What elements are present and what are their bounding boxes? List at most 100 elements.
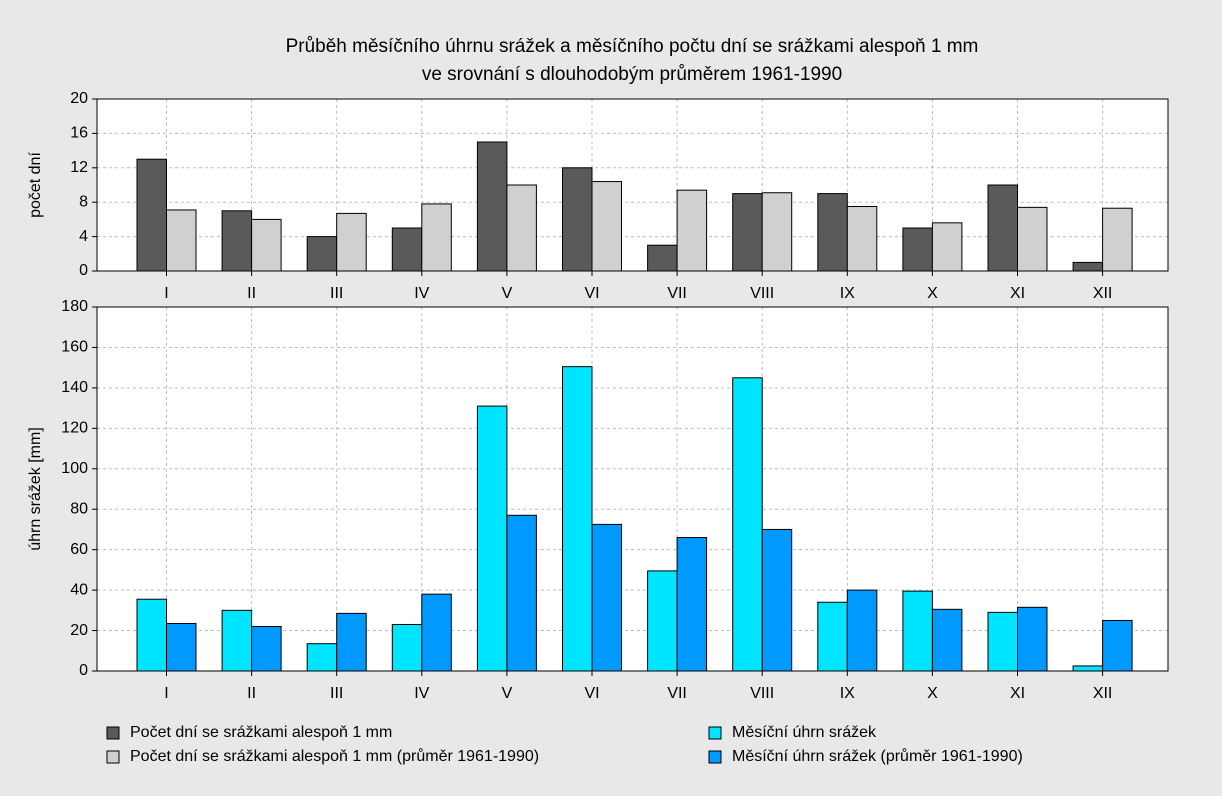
y-tick-label: 12: [70, 159, 88, 176]
plot-frame: [96, 306, 1169, 672]
bar: [391, 623, 423, 672]
x-tick-label: VII: [667, 285, 687, 302]
x-tick-label: X: [927, 285, 938, 302]
bar: [591, 523, 622, 672]
x-tick-label: VI: [584, 685, 599, 702]
x-tick-label: XI: [1010, 285, 1025, 302]
bar: [336, 612, 367, 672]
x-tick-label: IV: [414, 685, 429, 702]
x-tick-label: I: [164, 685, 168, 702]
bar: [1072, 261, 1104, 272]
bar: [817, 601, 848, 672]
x-tick-label: XI: [1010, 685, 1025, 702]
bar: [817, 193, 848, 272]
bar: [732, 377, 763, 672]
bar: [902, 590, 933, 672]
bar: [846, 589, 878, 672]
y-tick-label: 60: [70, 541, 88, 558]
y-tick-label: 160: [61, 339, 88, 356]
y-tick-label: 0: [79, 262, 88, 279]
x-tick-label: I: [164, 285, 168, 302]
y-tick-label: 8: [79, 193, 88, 210]
x-tick-label: IV: [414, 285, 429, 302]
y-tick-label: 140: [61, 379, 88, 396]
bar: [391, 227, 423, 272]
y-tick-label: 4: [79, 228, 88, 245]
legend-label: Počet dní se srážkami alespoň 1 mm (prům…: [130, 747, 539, 765]
bar: [221, 609, 253, 672]
x-tick-label: X: [927, 685, 938, 702]
bar: [732, 193, 763, 272]
y-tick-label: 20: [70, 90, 88, 107]
bar: [987, 184, 1018, 272]
bar: [506, 184, 537, 272]
x-tick-label: VIII: [750, 685, 774, 702]
bar: [306, 236, 338, 272]
plot-area: [97, 307, 1168, 671]
bar: [562, 366, 593, 672]
bar: [931, 222, 963, 272]
chart-title: ve srovnání s dlouhodobým průměrem 1961-…: [422, 64, 842, 85]
x-tick-label: III: [330, 685, 343, 702]
bar: [647, 244, 678, 272]
x-tick-label: VI: [584, 285, 599, 302]
legend-swatch: [106, 726, 120, 740]
x-tick-label: VIII: [750, 285, 774, 302]
legend-label: Měsíční úhrn srážek: [732, 724, 877, 741]
legend-label: Měsíční úhrn srážek (průměr 1961-1990): [732, 747, 1023, 765]
bar: [136, 158, 167, 272]
y-tick-label: 40: [70, 581, 88, 598]
bar: [562, 167, 593, 272]
x-tick-label: XII: [1093, 685, 1113, 702]
x-tick-label: XII: [1093, 285, 1113, 302]
y-tick-label: 16: [70, 125, 88, 142]
bar: [136, 598, 167, 672]
bar: [476, 141, 508, 272]
bar: [1017, 606, 1048, 672]
bar: [931, 608, 963, 672]
x-tick-label: V: [502, 685, 513, 702]
bar: [1102, 207, 1133, 272]
bar: [506, 514, 537, 672]
plot-frame: [96, 98, 1169, 272]
bar: [761, 192, 793, 272]
bar: [676, 537, 708, 672]
bar: [1017, 206, 1048, 272]
y-tick-label: 20: [70, 622, 88, 639]
bar: [251, 218, 282, 272]
y-tick-label: 180: [61, 298, 88, 315]
legend-swatch: [708, 750, 722, 764]
legend-swatch: [106, 750, 120, 764]
y-tick-label: 120: [61, 420, 88, 437]
bar: [476, 405, 508, 672]
y-axis-label: úhrn srážek [mm]: [27, 427, 44, 551]
y-tick-label: 0: [79, 662, 88, 679]
x-tick-label: IX: [840, 285, 855, 302]
bar: [1072, 665, 1104, 672]
x-tick-label: IX: [840, 685, 855, 702]
chart-title: Průběh měsíčního úhrnu srážek a měsíčníh…: [286, 36, 979, 57]
bar: [591, 181, 622, 272]
bar: [902, 227, 933, 272]
x-tick-label: II: [247, 685, 256, 702]
x-tick-label: V: [502, 285, 513, 302]
y-tick-label: 80: [70, 500, 88, 517]
bar: [221, 210, 253, 272]
bar: [846, 206, 878, 272]
bar: [166, 209, 197, 272]
y-tick-label: 100: [61, 460, 88, 477]
y-axis-label: počet dní: [27, 152, 44, 218]
x-tick-label: II: [247, 285, 256, 302]
bar: [421, 203, 452, 272]
x-tick-label: VII: [667, 685, 687, 702]
x-tick-label: III: [330, 285, 343, 302]
legend-swatch: [708, 726, 722, 740]
bar: [166, 622, 197, 672]
bar: [421, 593, 452, 672]
bar: [1102, 619, 1133, 672]
bar: [761, 528, 793, 672]
legend-label: Počet dní se srážkami alespoň 1 mm: [130, 724, 392, 741]
bar: [676, 189, 708, 272]
bar: [251, 626, 282, 672]
